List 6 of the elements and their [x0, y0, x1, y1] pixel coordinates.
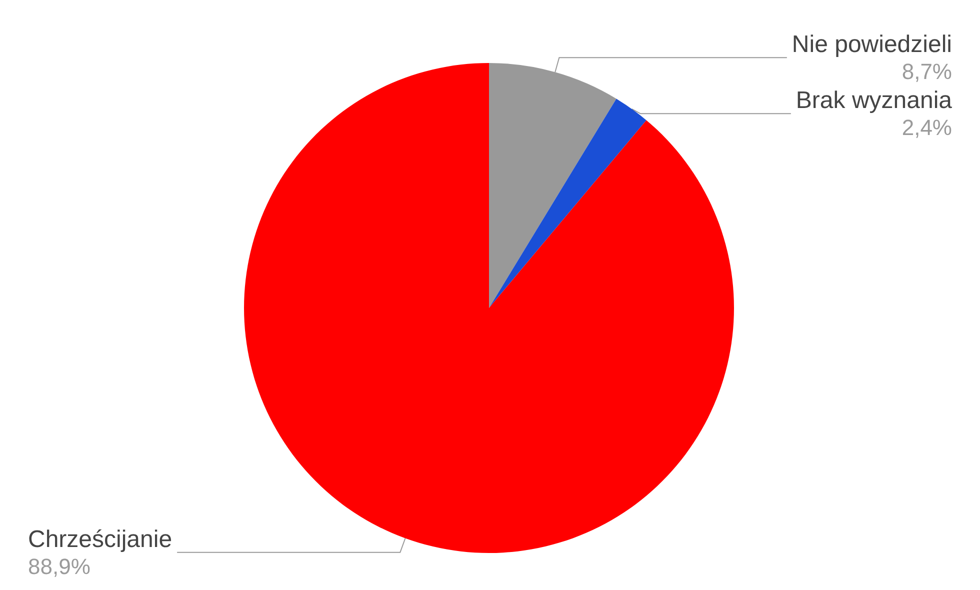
- slice-label: Nie powiedzieli: [792, 31, 952, 58]
- slice-label: Brak wyznania: [796, 87, 953, 114]
- data-label: 88,9%: [28, 554, 90, 579]
- data-label: 2,4%: [902, 115, 952, 140]
- data-label: 8,7%: [902, 59, 952, 84]
- slice-label: Chrześcijanie: [28, 526, 172, 553]
